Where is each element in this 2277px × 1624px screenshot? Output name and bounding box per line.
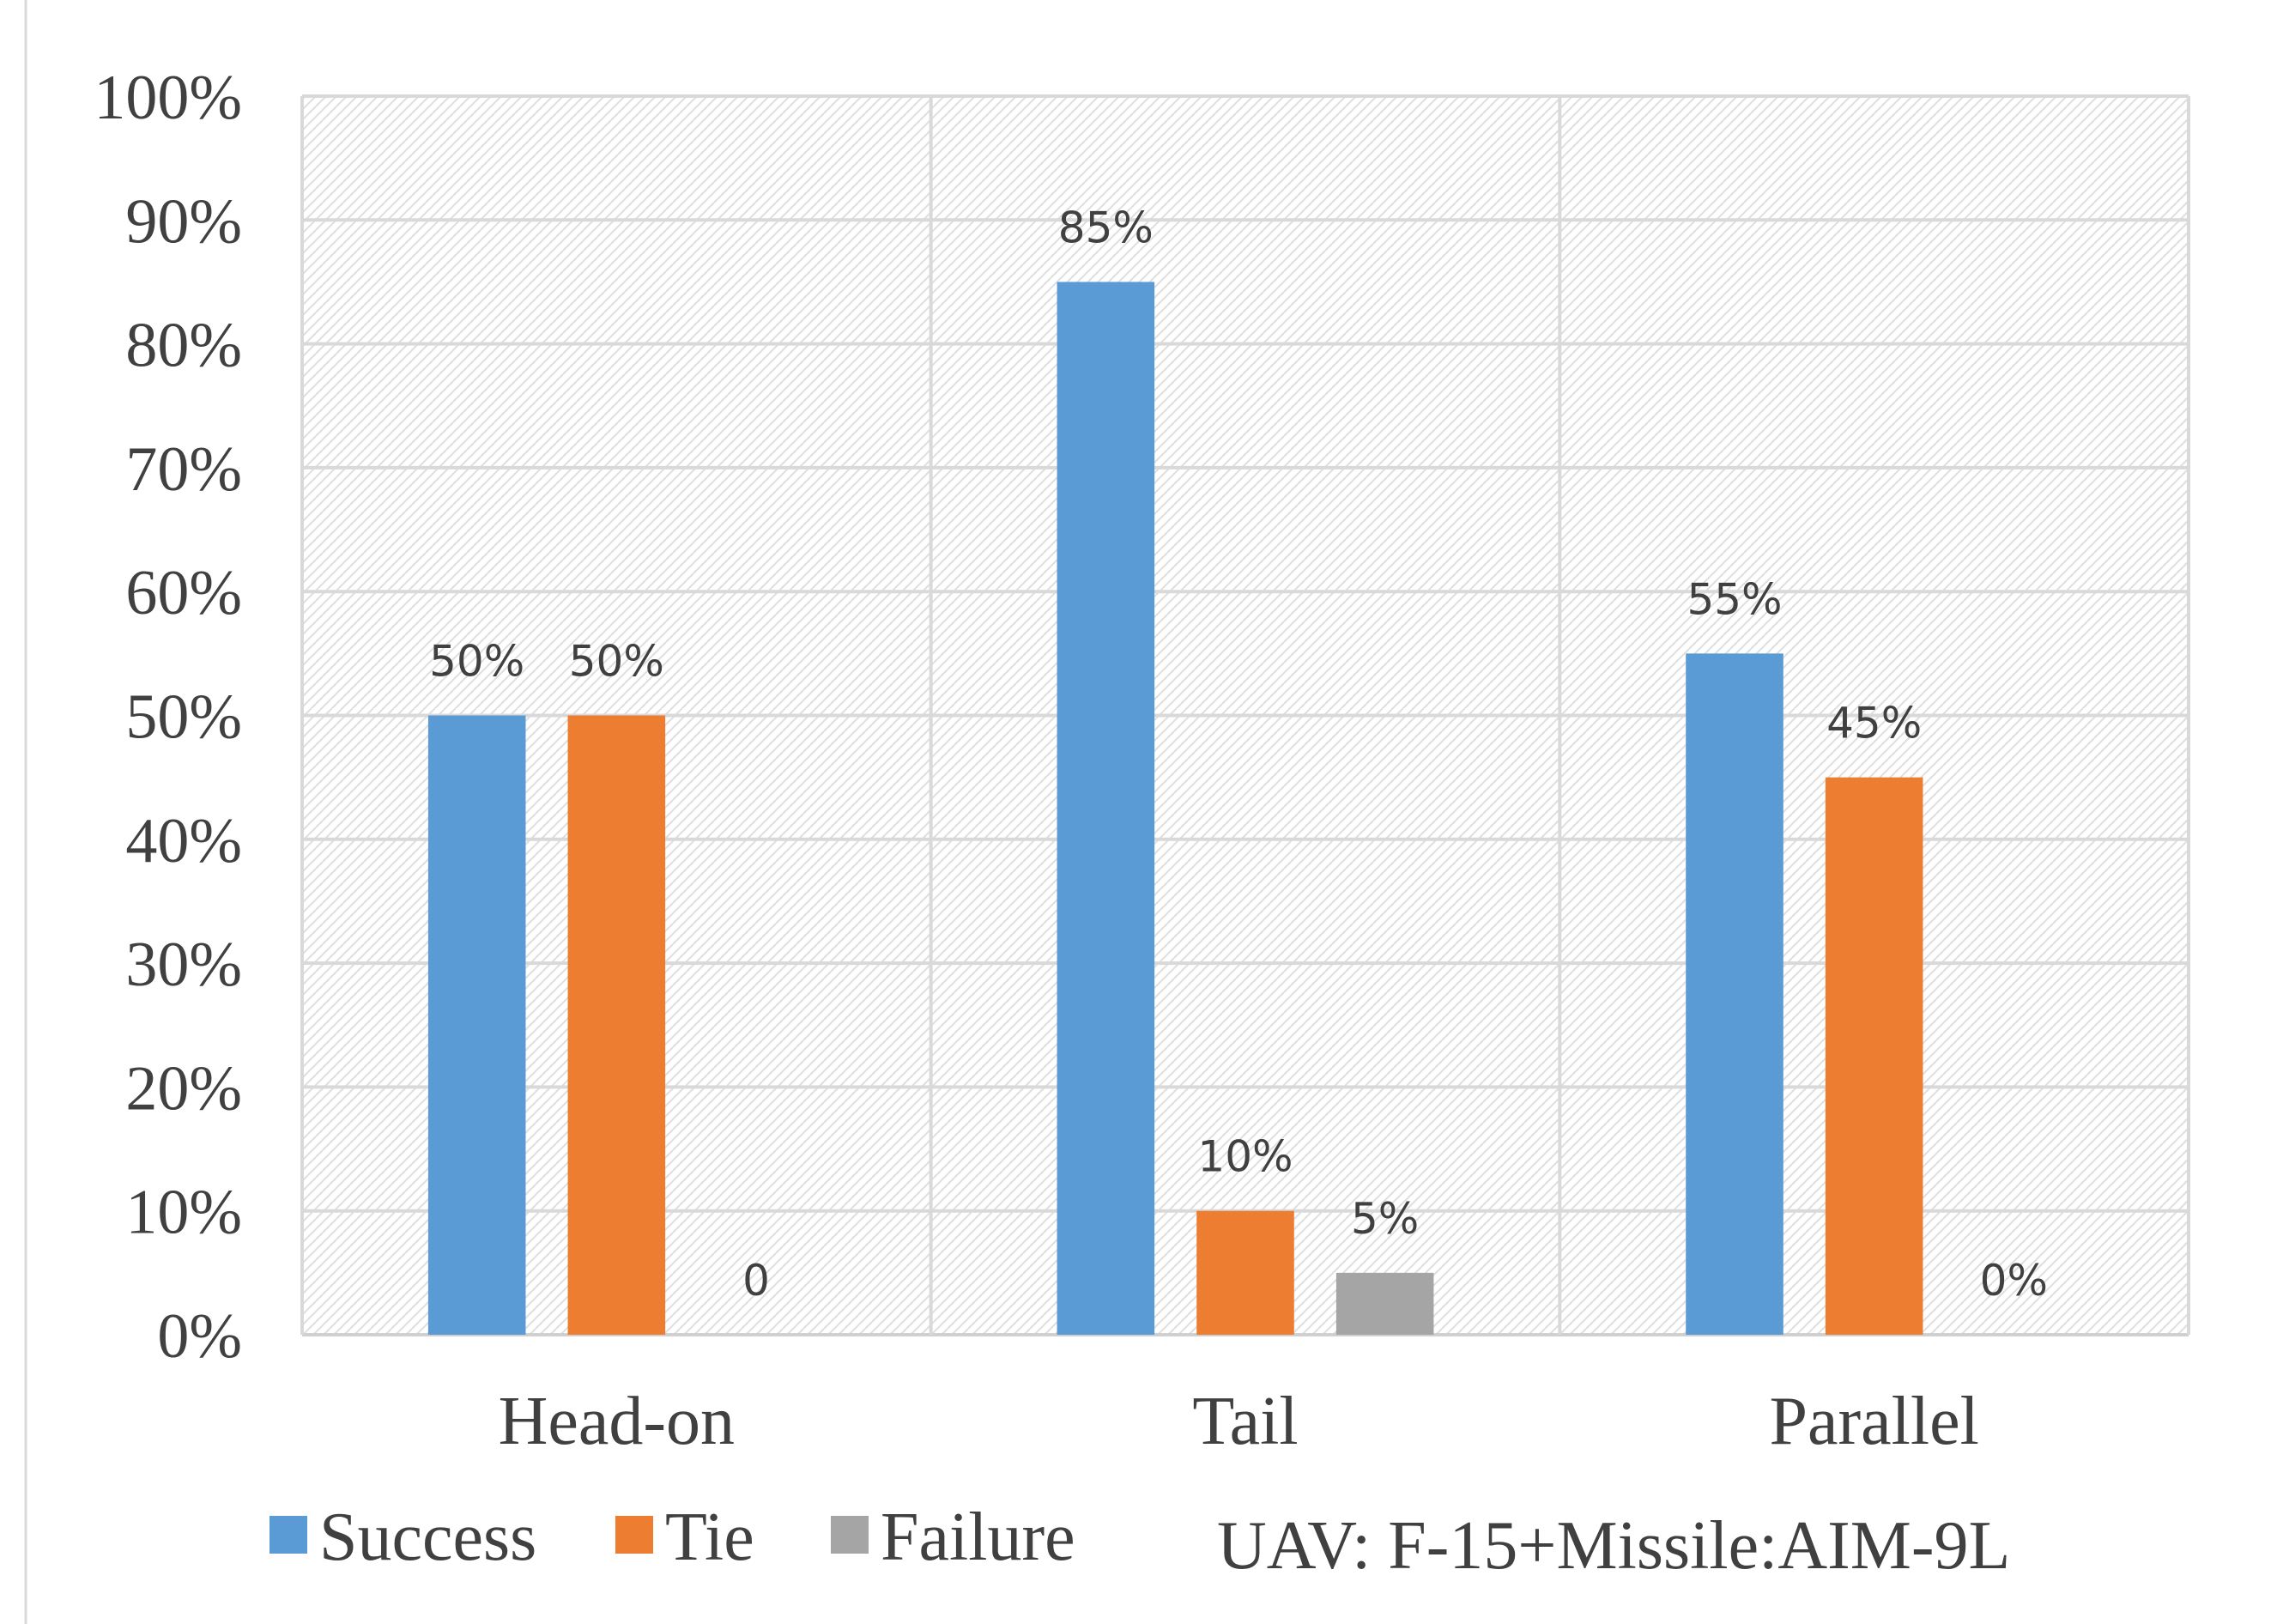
data-label-failure-head-on: 0 [742, 1256, 770, 1306]
x-category-label: Head-on [499, 1384, 735, 1459]
data-label-success-tail: 85% [1058, 203, 1154, 252]
legend-label-tie: Tie [665, 1500, 754, 1575]
x-category-label: Tail [1192, 1384, 1298, 1459]
chart-annotation: UAV: F-15+Missile:AIM-9L [1217, 1508, 2010, 1584]
y-tick-label: 10% [125, 1178, 242, 1248]
legend: Success Tie Failure UAV: F-15+Missile:AI… [269, 1500, 2010, 1584]
legend-swatch-success [269, 1516, 307, 1554]
legend-label-failure: Failure [881, 1500, 1075, 1575]
y-tick-label: 100% [94, 63, 242, 133]
y-axis-ticks: 0% 10% 20% 30% 40% 50% 60% 70% 80% 90% 100% [94, 63, 242, 1372]
data-label-success-head-on: 50% [429, 637, 524, 687]
y-tick-label: 0% [157, 1301, 242, 1372]
y-tick-label: 20% [125, 1053, 242, 1124]
y-tick-label: 60% [125, 558, 242, 628]
data-label-failure-tail: 5% [1351, 1194, 1419, 1244]
bar-tie-tail [1196, 1210, 1294, 1335]
data-label-failure-parallel: 0% [1980, 1256, 2048, 1306]
bar-success-tail [1057, 282, 1155, 1336]
bar-failure-tail [1335, 1272, 1434, 1335]
y-tick-label: 50% [125, 682, 242, 753]
bars [427, 282, 1923, 1336]
data-labels: 50% 50% 0 85% 10% 5% 55% 45% 0% [429, 203, 2048, 1306]
legend-swatch-failure [831, 1516, 869, 1554]
y-tick-label: 90% [125, 186, 242, 257]
y-tick-label: 80% [125, 311, 242, 381]
data-label-success-parallel: 55% [1687, 574, 1782, 624]
legend-label-success: Success [319, 1500, 536, 1575]
legend-swatch-tie [615, 1516, 653, 1554]
bar-success-head-on [427, 715, 526, 1335]
bar-success-parallel [1686, 653, 1783, 1335]
x-axis-categories: Head-on Tail Parallel [499, 1384, 1979, 1459]
bar-tie-head-on [567, 715, 666, 1335]
x-category-label: Parallel [1769, 1384, 1978, 1459]
y-tick-label: 70% [125, 434, 242, 505]
data-label-tie-tail: 10% [1197, 1132, 1293, 1182]
y-tick-label: 40% [125, 806, 242, 876]
y-tick-label: 30% [125, 930, 242, 1000]
data-label-tie-head-on: 50% [569, 637, 664, 687]
bar-tie-parallel [1825, 777, 1923, 1335]
data-label-tie-parallel: 45% [1826, 699, 1922, 748]
